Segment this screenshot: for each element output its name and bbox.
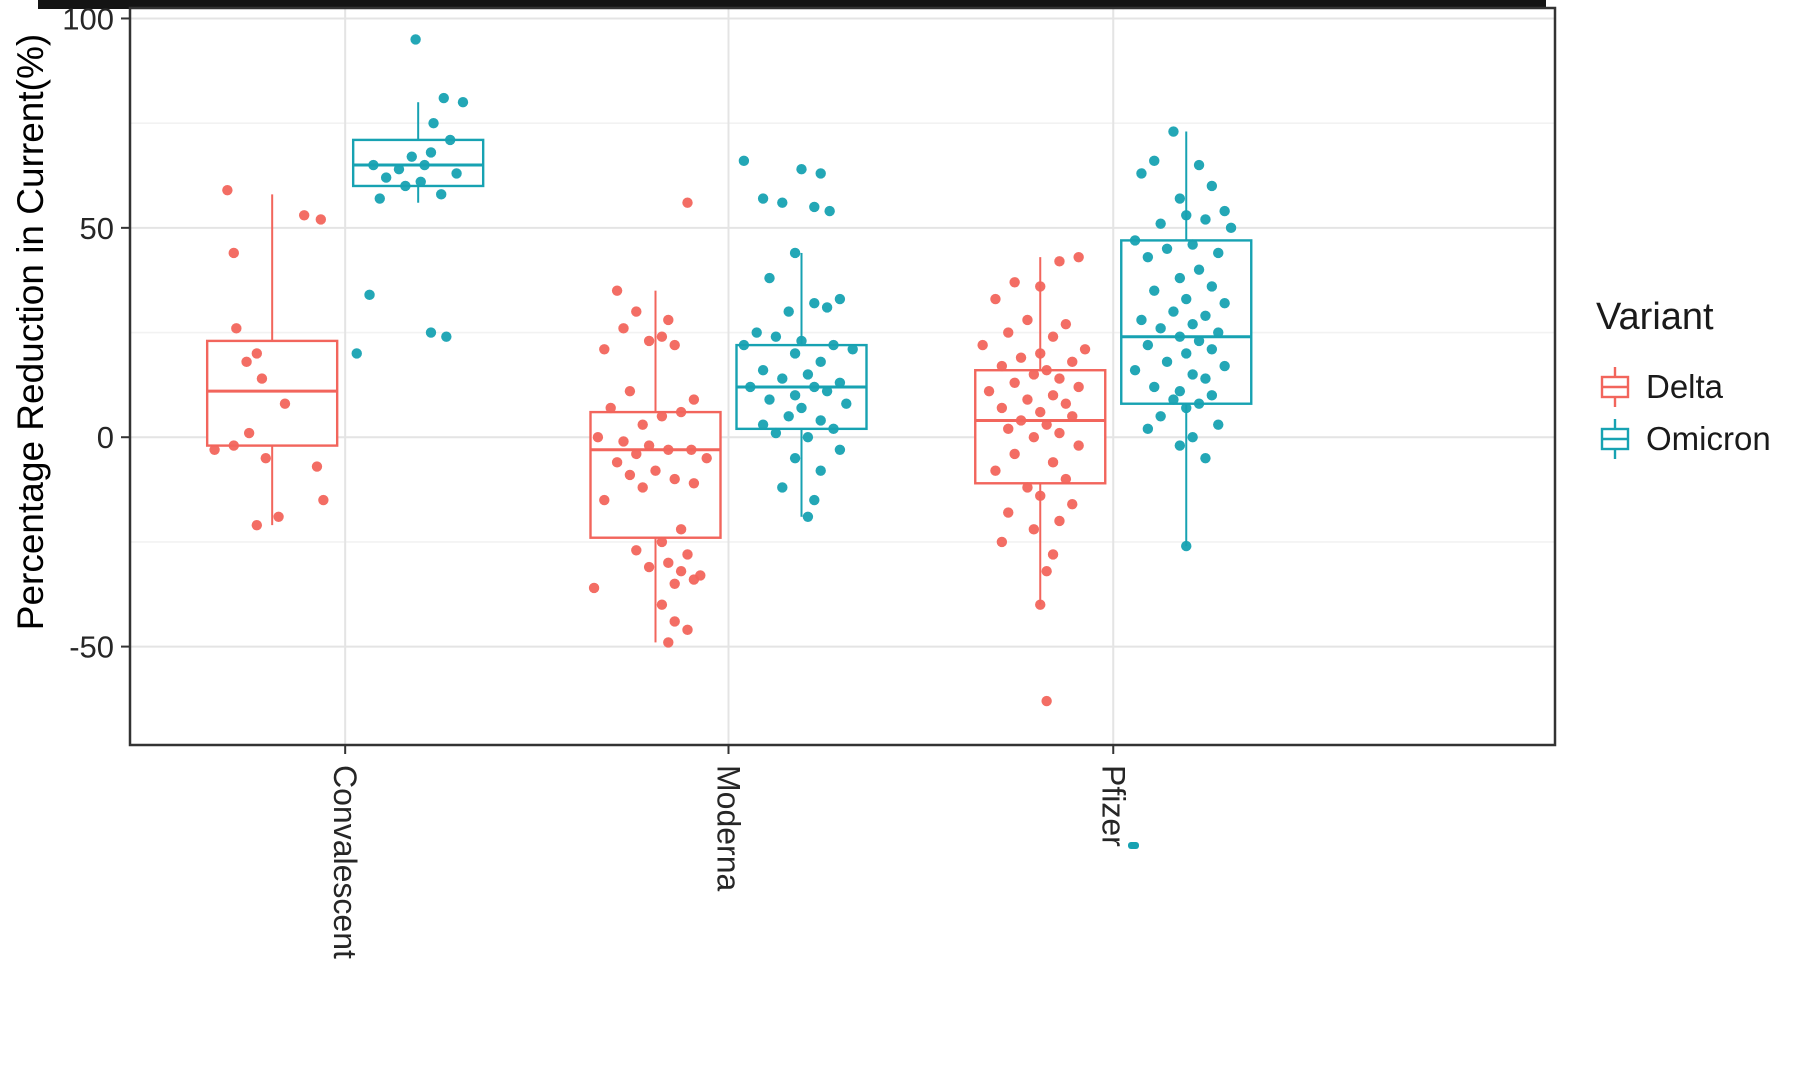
- y-axis-title: Percentage Reduction in Current(%): [10, 33, 51, 631]
- boxplot-key-icon: [1600, 419, 1630, 459]
- legend-entry-label: Delta: [1646, 368, 1724, 405]
- panel-border: [128, 6, 1557, 747]
- y-tick-label: 100: [62, 1, 114, 36]
- box-convalescent-delta: [205, 194, 339, 526]
- box-pfizer-delta: [974, 257, 1107, 605]
- legend-entry-label: Omicron: [1646, 420, 1771, 457]
- legend-title: Variant: [1596, 296, 1714, 338]
- points-convalescent-delta: [209, 184, 329, 531]
- box-pfizer-omicron: [1120, 131, 1253, 547]
- points-pfizer-omicron: [1129, 126, 1237, 552]
- points-moderna-delta: [588, 197, 712, 648]
- x-tick-label: Convalescent: [327, 765, 363, 959]
- figure-top-border: [38, 0, 1546, 9]
- legend-entry-delta: Delta: [1596, 361, 1796, 413]
- boxplot-key-icon: [1600, 367, 1630, 407]
- x-tick-label: Moderna: [711, 765, 747, 892]
- y-tick-label: -50: [69, 630, 114, 665]
- points-pfizer-delta: [977, 251, 1091, 707]
- y-tick-label: 50: [80, 211, 114, 246]
- box-moderna-omicron: [735, 252, 868, 517]
- box-convalescent-omicron: [351, 102, 485, 203]
- x-tick-label: Pfizer: [1095, 765, 1131, 847]
- points-moderna-omicron: [738, 155, 858, 522]
- y-tick-label: 0: [97, 420, 114, 455]
- legend-entry-omicron: Omicron: [1596, 413, 1796, 465]
- stray-mark: [1128, 842, 1139, 849]
- legend: Variant Delta Omicron: [1596, 296, 1796, 465]
- gridlines: [130, 8, 1555, 745]
- axes: 100 50 0 -50 Convalescent Moderna Pfizer: [62, 1, 1131, 959]
- points-convalescent-omicron: [351, 34, 469, 359]
